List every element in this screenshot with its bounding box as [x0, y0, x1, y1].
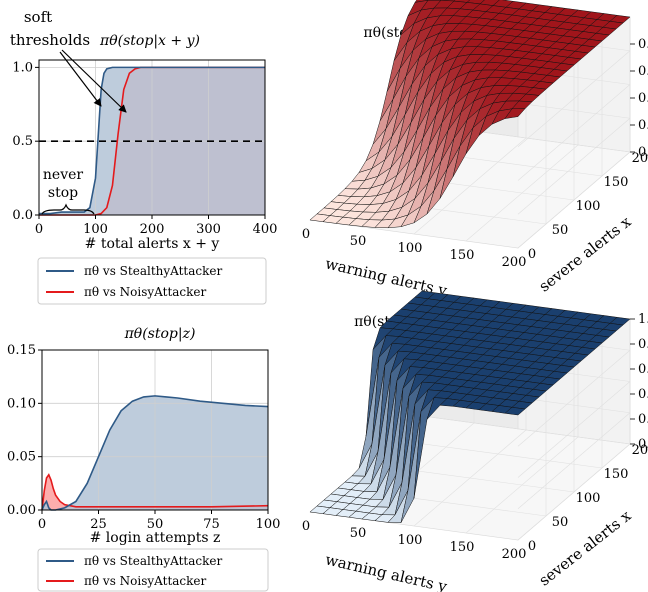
- panel-d-ytick-label: 150: [604, 467, 629, 482]
- panel-a-annotation-thresholds: thresholds: [10, 31, 90, 49]
- panel-b-legend-noisy: πθ vs NoisyAttacker: [84, 574, 207, 588]
- panel-a-ytick-label: 0.0: [12, 208, 33, 223]
- panel-c-xtick-label: 0: [302, 227, 310, 242]
- panel-a-legend-stealthy: πθ vs StealthyAttacker: [84, 264, 222, 278]
- panel-c-ytick-label: 100: [576, 199, 601, 214]
- panel-b-ytick-label: 0.00: [7, 503, 36, 518]
- panel-d-ztick-label: 1.0: [638, 312, 648, 327]
- panel-a-ticks: 0 100 200 300 400 0.0 0.5 1.0: [12, 60, 277, 237]
- panel-c-ztick-label: 0.4: [638, 91, 648, 106]
- panel-d-xtick-label: 150: [450, 540, 475, 555]
- panel-d-ztick-label: 0.2: [638, 412, 648, 427]
- panel-d-plot: 0501001502000501001502000.00.20.40.60.81…: [302, 290, 648, 562]
- panel-d-ytick-label: 0: [528, 539, 536, 554]
- panel-d-pane-grid: [517, 443, 631, 541]
- panel-a-annotation-stop: stop: [48, 185, 78, 201]
- panel-c-ztick-label: 0.8: [638, 37, 648, 52]
- panel-a-legend: πθ vs StealthyAttacker πθ vs NoisyAttack…: [37, 257, 267, 305]
- panel-a-xtick-label: 200: [140, 222, 165, 237]
- panel-b-line-1: [41, 473, 269, 511]
- panel-a-xlabel: # total alerts x + y: [85, 236, 220, 252]
- panel-c-xtick-label: 200: [502, 255, 527, 270]
- panel-d-surface-cell: [504, 407, 526, 416]
- panel-d-ztick-label: 0.0: [638, 437, 648, 452]
- panel-d-xlabel: warning alerts y: [324, 550, 450, 592]
- panel-b-legend-stealthy: πθ vs StealthyAttacker: [84, 554, 222, 568]
- panel-a-annotation-never: never: [43, 167, 83, 183]
- panel-d-ztick-label: 0.8: [638, 337, 648, 352]
- panel-c-ztick-label: 0.2: [638, 118, 648, 133]
- panel-d-ztick-label: 0.6: [638, 362, 648, 377]
- panel-a-annotation-soft: soft: [24, 8, 52, 26]
- panel-b-title: πθ(stop|z): [124, 326, 196, 342]
- panel-c-ytick-label: 200: [632, 151, 648, 166]
- panel-b-xlabel: # login attempts z: [90, 530, 221, 546]
- panel-c-pane-grid: [517, 84, 631, 181]
- panel-d-ylabel: severe alerts x: [535, 506, 634, 589]
- panel-d-xtick-label: 100: [398, 533, 423, 548]
- panel-b-xtick-label: 50: [147, 517, 164, 532]
- panel-a-line-0: [39, 66, 265, 215]
- panel-b-ytick-label: 0.15: [7, 343, 36, 358]
- panel-b-login-attempts-chart: πθ(stop|z) 0 25 50 75 100 0.00 0.05 0.10 0.15 # …: [7, 326, 280, 592]
- panel-c-ylabel: severe alerts x: [535, 212, 634, 295]
- panel-d-ytick-label: 200: [632, 443, 648, 458]
- panel-a-xtick-label: 100: [83, 222, 108, 237]
- panel-a-ytick-label: 1.0: [12, 60, 33, 75]
- panel-a-never-stop-brace: [41, 203, 95, 215]
- panel-c-noisy-surface: πθ(stop|x, y) vs NoisyAttacker 050100150…: [302, 0, 648, 300]
- panel-b-ticks: 0 25 50 75 100 0.00 0.05 0.10 0.15: [7, 343, 280, 532]
- panel-a-legend-noisy: πθ vs NoisyAttacker: [84, 285, 207, 299]
- panel-d-ytick-label: 50: [552, 515, 569, 530]
- panel-d-ztick-label: 0.4: [638, 387, 648, 402]
- panel-c-pane-grid: [465, 144, 579, 242]
- panel-d-ytick-label: 100: [576, 491, 601, 506]
- panel-b-ytick-label: 0.05: [7, 450, 36, 465]
- panel-a-xtick-label: 400: [253, 222, 278, 237]
- panel-a-total-alerts-chart: 0 100 200 300 400 0.0 0.5 1.0 soft thresholds π…: [10, 8, 277, 305]
- panel-d-pane-grid: [517, 350, 631, 447]
- panel-a-ytick-label: 0.5: [12, 134, 33, 149]
- panel-c-ytick-label: 50: [552, 223, 569, 238]
- panel-a-soft-arrow-2: [61, 49, 127, 113]
- panel-b-line-0: [41, 395, 269, 511]
- panel-d-pane-grid: [393, 439, 603, 469]
- panel-a-soft-arrow-1: [59, 51, 102, 107]
- panel-b-xtick-label: 0: [38, 517, 46, 532]
- panel-c-pane-grid: [517, 50, 631, 147]
- panel-b-xtick-label: 25: [90, 517, 107, 532]
- panel-b-ytick-label: 0.10: [7, 396, 36, 411]
- panel-c-ztick-label: 0.6: [638, 64, 648, 79]
- panel-d-xtick-label: 50: [350, 526, 367, 541]
- panel-c-ytick-label: 150: [604, 175, 629, 190]
- panel-c-pane-grid: [517, 151, 631, 249]
- panel-c-xtick-label: 150: [450, 248, 475, 263]
- panel-d-xtick-label: 200: [502, 547, 527, 562]
- panel-d-xtick-label: 0: [302, 519, 310, 534]
- panel-b-legend: πθ vs StealthyAttacker πθ vs NoisyAttack…: [37, 548, 269, 592]
- panel-b-xtick-label: 75: [203, 517, 220, 532]
- panel-d-pane-grid: [421, 415, 631, 445]
- panel-c-ytick-label: 0: [528, 247, 536, 262]
- panel-c-surface-cell: [504, 108, 526, 119]
- panel-d-pane-grid: [465, 436, 579, 534]
- panel-d-stealthy-surface: πθ(stop|x, y) vs StealthyAttacker 050100…: [302, 290, 648, 592]
- panel-c-xtick-label: 50: [350, 234, 367, 249]
- panel-b-xtick-label: 100: [256, 517, 281, 532]
- panel-d-pane-grid: [517, 381, 631, 478]
- panel-a-title: πθ(stop|x + y): [99, 33, 200, 49]
- panel-b-series-lines: [41, 395, 269, 511]
- panel-c-xtick-label: 100: [398, 241, 423, 256]
- panel-a-xtick-label: 0: [35, 222, 43, 237]
- panel-c-ztick-label: 0.0: [638, 145, 648, 160]
- panel-a-xtick-label: 300: [196, 222, 221, 237]
